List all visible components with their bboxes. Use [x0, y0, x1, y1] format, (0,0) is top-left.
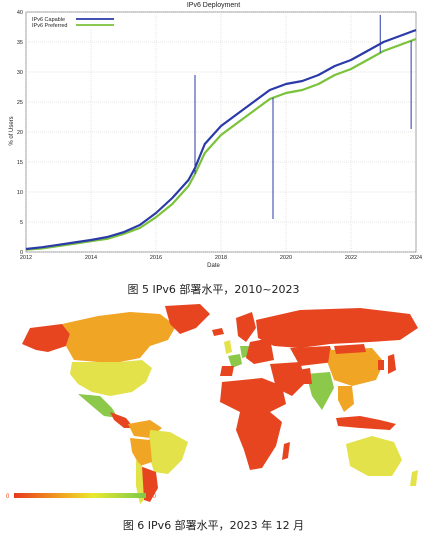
legend-min-label: 0 [6, 494, 10, 500]
eastern-europe [246, 338, 274, 364]
central-asia [290, 346, 334, 366]
new-zealand [410, 470, 418, 486]
north-america [22, 304, 210, 428]
africa-south [236, 412, 282, 470]
pakistan [298, 368, 312, 384]
y-tick-label: 20 [17, 130, 23, 136]
x-tick-label: 2020 [280, 255, 292, 261]
iberia [220, 366, 234, 376]
china [328, 348, 384, 386]
x-tick-label: 2012 [20, 255, 32, 261]
korea [378, 360, 384, 370]
africa [220, 378, 290, 470]
australia [346, 436, 402, 476]
indonesia [336, 416, 396, 430]
legend-max-label: 100 [146, 494, 157, 500]
japan [388, 354, 396, 374]
x-tick-label: 2022 [345, 255, 357, 261]
india [306, 372, 334, 410]
x-tick-label: 2018 [215, 255, 227, 261]
y-tick-label: 15 [17, 160, 23, 166]
x-tick-label: 2016 [150, 255, 162, 261]
usa [70, 360, 152, 396]
uk [224, 340, 232, 354]
peru-bolivia [130, 438, 152, 466]
madagascar [282, 442, 290, 460]
chart-title: IPv6 Deployment [186, 2, 241, 9]
middle-east [270, 362, 306, 396]
legend-color-bar [14, 493, 146, 498]
series-line-ipv6-capable [25, 28, 417, 251]
ipv6-deployment-chart: 0 5 10 15 20 25 30 35 40 2012 2014 2016 2018 2020 2022… [17, 10, 422, 261]
y-tick-label: 40 [17, 10, 23, 16]
southeast-asia [338, 386, 354, 412]
y-tick-label: 5 [20, 220, 23, 226]
x-axis-label: Date [207, 263, 220, 269]
series-line-ipv6-preferred [25, 37, 417, 251]
oceania [346, 436, 418, 486]
russia [256, 308, 418, 348]
x-tick-label: 2024 [410, 255, 422, 261]
y-tick-label: 0 [20, 250, 23, 256]
x-tick-label: 2014 [85, 255, 97, 261]
y-tick-label: 10 [17, 190, 23, 196]
figure-5-caption: 图 5 IPv6 部署水平，2010~2023 [127, 283, 300, 296]
asia [256, 308, 418, 430]
figure-6-caption: 图 6 IPv6 部署水平，2023 年 12 月 [122, 519, 305, 532]
legend-box [30, 14, 118, 30]
alaska [22, 324, 70, 352]
scandinavia [236, 312, 256, 342]
legend-label: IPv6 Capable [32, 17, 65, 23]
y-tick-label: 30 [17, 70, 23, 76]
mexico [78, 394, 118, 418]
france [228, 354, 242, 368]
africa-north [220, 378, 286, 412]
iceland [212, 328, 224, 336]
legend-label: IPv6 Preferred [32, 23, 67, 29]
south-america [128, 420, 188, 504]
mongolia [334, 344, 366, 354]
brazil [148, 430, 188, 474]
y-tick-label: 25 [17, 100, 23, 106]
europe [212, 312, 274, 376]
world-map: 0 100 [6, 304, 418, 504]
canada [62, 312, 176, 362]
greenland [165, 304, 210, 334]
y-tick-label: 35 [17, 40, 23, 46]
